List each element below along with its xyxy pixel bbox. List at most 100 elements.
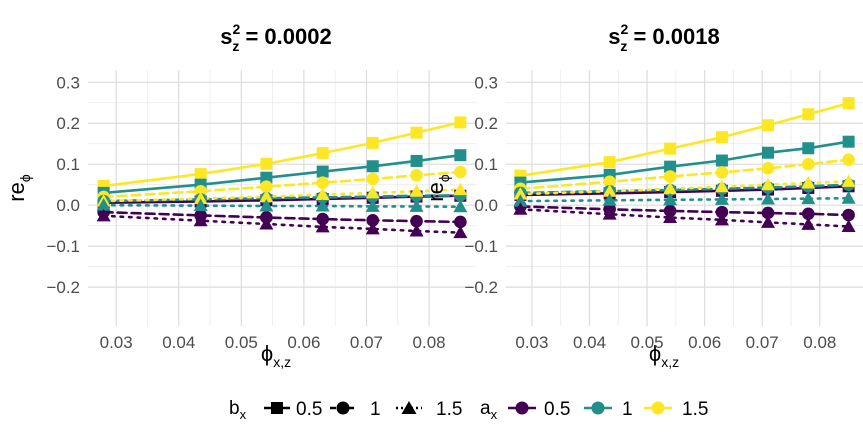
data-point-circle: [316, 176, 329, 189]
data-point-circle: [715, 205, 729, 219]
data-point-triangle: [409, 184, 424, 197]
data-point-square: [316, 147, 329, 160]
xlabel-base: ϕ: [649, 341, 661, 366]
x-tick-label: 0.07: [746, 333, 779, 352]
data-point-square: [664, 142, 677, 155]
data-point-triangle: [259, 198, 274, 212]
triangle-icon: [401, 401, 417, 414]
data-point-triangle: [193, 213, 208, 227]
data-point-triangle: [760, 192, 775, 205]
data-point-triangle: [193, 198, 208, 212]
data-point-triangle: [513, 187, 528, 200]
data-point-triangle: [513, 202, 528, 215]
x-tick-label: 0.05: [631, 333, 664, 352]
legend-label: 1.5: [682, 399, 708, 420]
data-point-triangle: [841, 174, 856, 187]
title-sup: 2: [621, 21, 629, 37]
title-base: s: [220, 24, 232, 49]
x-tick-label: 0.03: [100, 333, 133, 352]
title-sub: z: [620, 38, 627, 54]
series-line: [519, 140, 850, 184]
data-point-triangle: [602, 193, 617, 206]
ylabel-sub: ϕ: [17, 174, 33, 182]
data-point-triangle: [193, 191, 208, 205]
circle-icon: [591, 401, 605, 415]
legend-label: 1: [622, 399, 633, 420]
y-tick-label: 0.3: [56, 73, 80, 92]
legend-item-a-1: 1: [584, 399, 633, 420]
circle-icon: [336, 401, 350, 415]
data-point-circle: [366, 214, 380, 227]
data-point-circle: [410, 168, 423, 182]
data-point-triangle: [801, 217, 816, 230]
data-point-square: [715, 131, 728, 144]
data-point-circle: [410, 214, 423, 228]
data-point-triangle: [841, 191, 856, 204]
data-point-triangle: [315, 198, 330, 212]
data-point-square: [802, 108, 815, 121]
title-value: = 0.0018: [627, 24, 719, 49]
x-tick-label: 0.04: [162, 333, 195, 352]
data-point-circle: [454, 165, 467, 179]
y-axis-label-right: reϕ: [423, 174, 452, 202]
data-point-square: [194, 168, 207, 181]
data-point-square: [603, 156, 616, 169]
data-point-square: [761, 119, 774, 132]
legend-label: 1: [370, 399, 381, 420]
data-point-circle: [761, 206, 775, 220]
data-point-square: [802, 142, 815, 155]
data-point-triangle: [365, 221, 380, 235]
title-base: s: [608, 24, 620, 49]
data-point-square: [664, 160, 677, 173]
data-point-triangle: [513, 194, 528, 207]
data-point-triangle: [365, 199, 380, 212]
legend-color-title-sub: x: [491, 407, 498, 422]
legend-item-b-0.5: 0.5: [264, 399, 322, 420]
data-point-circle: [715, 166, 729, 179]
legend-color-title: ax: [480, 398, 498, 422]
data-point-triangle: [453, 182, 468, 196]
data-point-circle: [663, 170, 677, 183]
title-sub: z: [232, 38, 239, 54]
x-axis-label-right: ϕx,z: [649, 341, 679, 370]
data-point-square: [366, 136, 379, 149]
legend-item-a-1.5: 1.5: [644, 399, 708, 420]
data-point-square: [366, 160, 379, 173]
y-tick-label: 0.2: [56, 114, 80, 133]
data-point-triangle: [801, 176, 816, 189]
x-tick-label: 0.05: [225, 333, 258, 352]
data-point-triangle: [760, 215, 775, 228]
series-line: [102, 210, 462, 224]
y-tick-label: −0.1: [464, 237, 498, 256]
ylabel-base: re: [423, 182, 448, 202]
legend-item-b-1: 1: [330, 399, 381, 420]
legend: bx 0.5 1 1.5 ax 0.5 1: [229, 398, 708, 422]
data-point-triangle: [259, 217, 274, 230]
legend-item-a-0.5: 0.5: [508, 399, 570, 420]
y-tick-label: −0.2: [464, 278, 498, 297]
square-icon: [271, 402, 283, 414]
data-point-triangle: [714, 192, 729, 205]
data-point-triangle: [365, 185, 380, 199]
data-point-circle: [603, 175, 616, 189]
data-point-square: [410, 126, 423, 139]
data-point-triangle: [96, 208, 111, 222]
data-point-triangle: [453, 199, 468, 213]
y-tick-label: 0.0: [56, 196, 80, 215]
data-point-circle: [761, 162, 775, 175]
legend-label: 0.5: [544, 399, 570, 420]
y-tick-label: 0.0: [474, 196, 498, 215]
data-point-triangle: [663, 192, 678, 206]
data-point-square: [316, 165, 329, 178]
ylabel-base: re: [4, 182, 29, 202]
panel-right: s2 z = 0.0018 reϕ ϕx,z 0.03 0.04 0.05 0.06 0.…: [423, 21, 863, 370]
data-point-square: [761, 146, 774, 159]
legend-shape-title-sub: x: [240, 407, 247, 422]
data-point-triangle: [409, 199, 424, 212]
data-point-triangle: [801, 191, 816, 205]
legend-color-title-base: a: [480, 398, 491, 419]
data-point-triangle: [409, 223, 424, 237]
data-point-square: [260, 171, 273, 184]
x-tick-label: 0.03: [515, 333, 548, 352]
title-value: = 0.0002: [239, 24, 331, 49]
